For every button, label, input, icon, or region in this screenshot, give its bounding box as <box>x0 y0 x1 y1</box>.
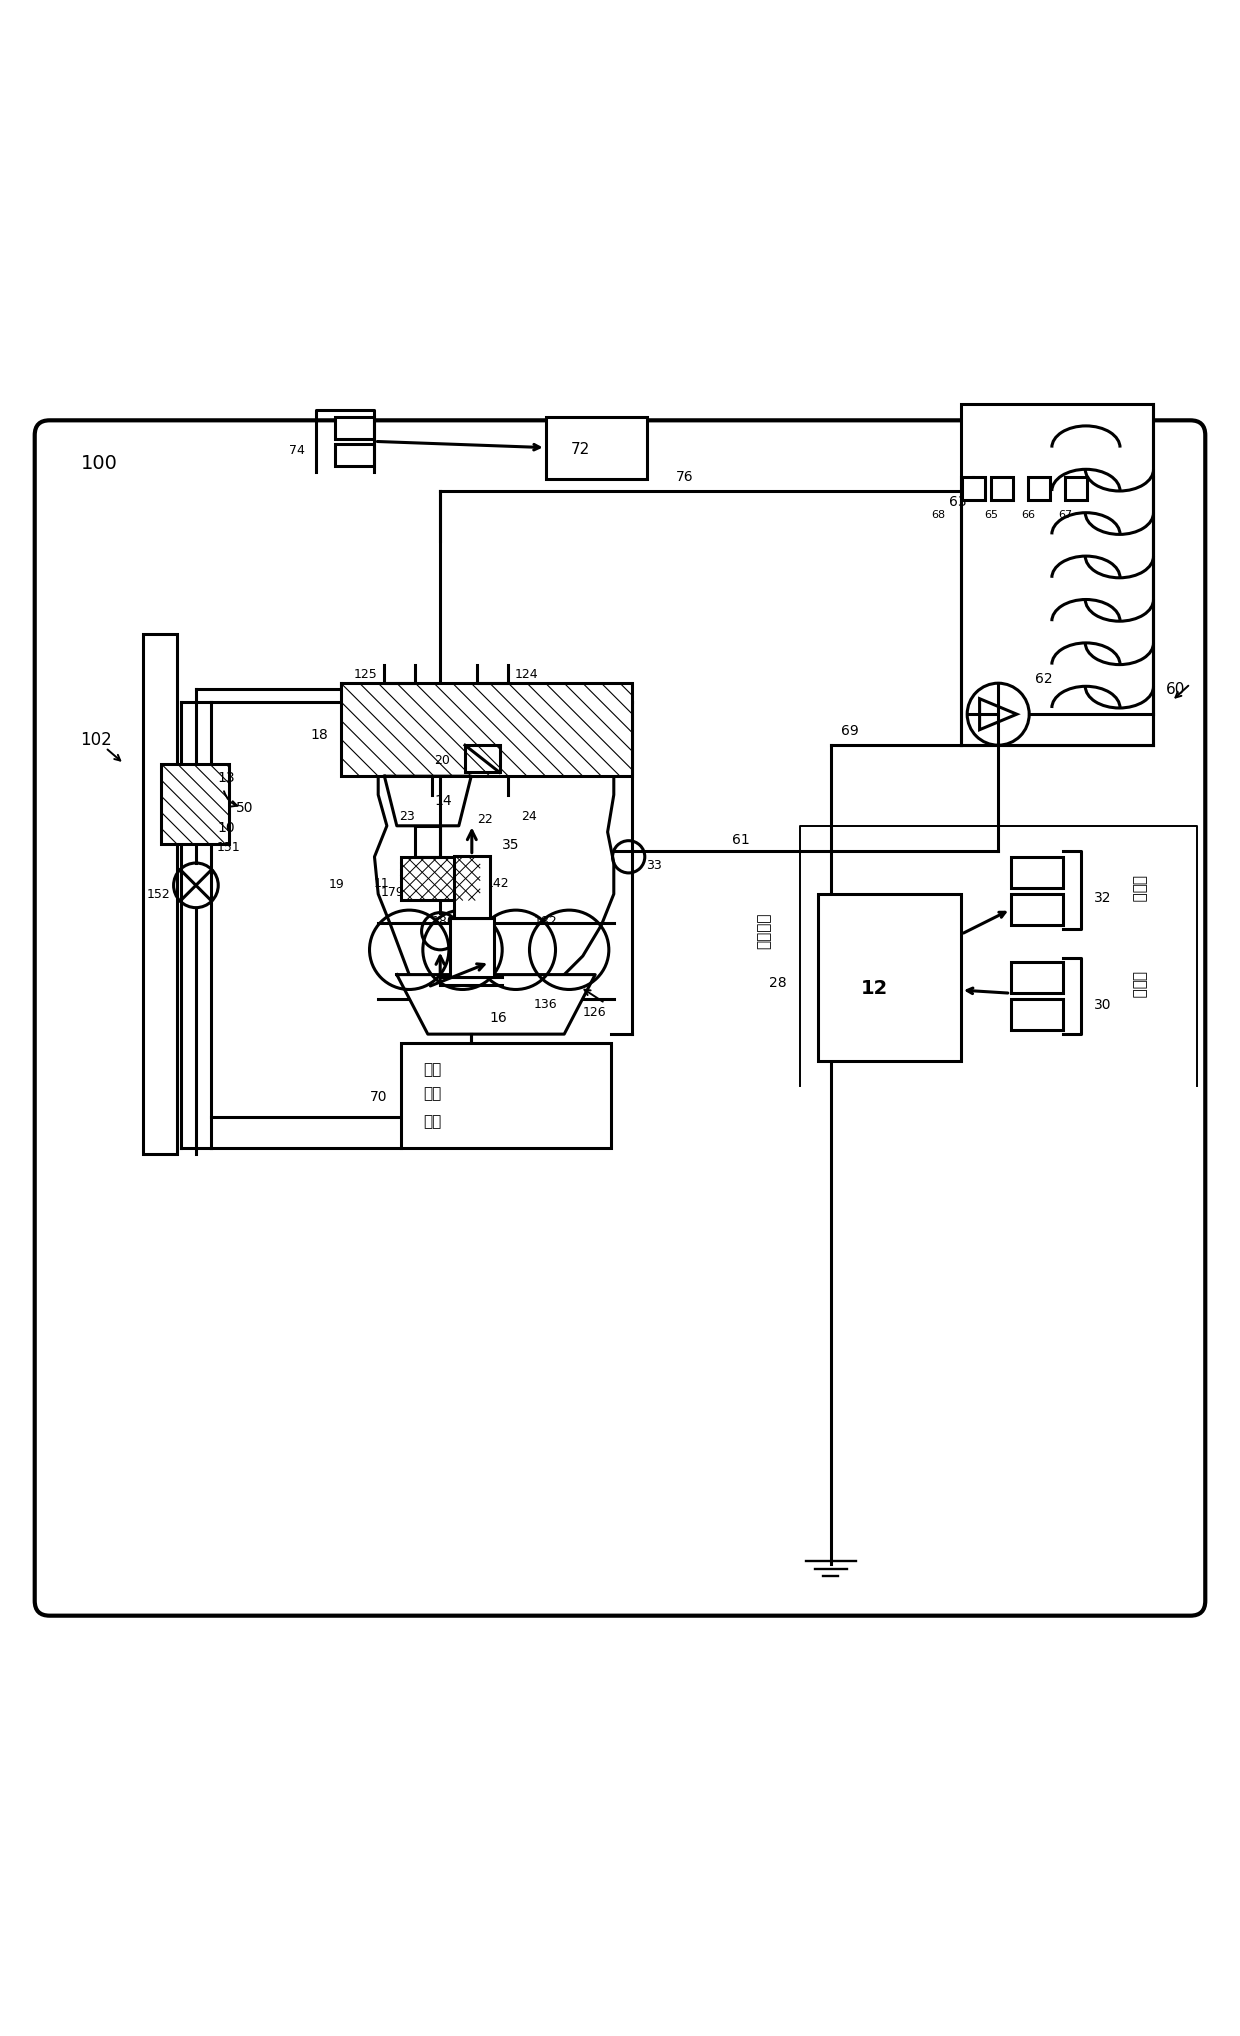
Text: 18: 18 <box>310 729 327 741</box>
Text: 14: 14 <box>434 794 451 808</box>
Text: 62: 62 <box>1035 672 1053 686</box>
Polygon shape <box>384 776 471 827</box>
Text: 30: 30 <box>1094 998 1111 1012</box>
Bar <box>1028 476 1050 499</box>
Text: 28: 28 <box>769 975 786 989</box>
Text: 182: 182 <box>533 914 557 928</box>
Bar <box>341 684 632 776</box>
Bar <box>1011 857 1063 888</box>
Text: 33: 33 <box>646 859 662 871</box>
Text: 12: 12 <box>861 979 888 998</box>
Text: 63: 63 <box>949 495 966 509</box>
Bar <box>961 405 1153 745</box>
Text: 致动器: 致动器 <box>1131 875 1146 902</box>
Bar <box>454 855 490 918</box>
Text: 65: 65 <box>985 511 998 521</box>
Text: 50: 50 <box>236 800 253 814</box>
Text: 13: 13 <box>217 772 234 786</box>
Text: 16: 16 <box>490 1010 507 1024</box>
Text: 控制: 控制 <box>423 1087 441 1101</box>
Text: 61: 61 <box>732 833 749 847</box>
Text: 74: 74 <box>289 444 305 456</box>
Text: 68: 68 <box>931 511 945 521</box>
Text: 20: 20 <box>434 753 450 768</box>
Text: 179: 179 <box>381 886 404 900</box>
Text: 控制系统: 控制系统 <box>756 912 771 949</box>
Bar <box>818 894 961 1061</box>
Text: 67: 67 <box>1059 511 1073 521</box>
Text: 11: 11 <box>373 878 389 890</box>
Bar <box>335 417 374 440</box>
Bar <box>161 764 229 845</box>
FancyBboxPatch shape <box>35 419 1205 1617</box>
Text: 32: 32 <box>1094 892 1111 906</box>
Bar <box>1065 476 1087 499</box>
Text: 排放: 排放 <box>423 1063 441 1077</box>
Text: 35: 35 <box>502 839 520 853</box>
Text: 180: 180 <box>432 914 455 928</box>
Text: 10: 10 <box>217 821 234 835</box>
Text: 19: 19 <box>329 878 345 892</box>
Bar <box>1011 894 1063 924</box>
Bar <box>401 857 480 900</box>
Text: 76: 76 <box>676 470 693 485</box>
Text: 100: 100 <box>81 454 118 472</box>
Text: 151: 151 <box>217 841 241 853</box>
Text: 60: 60 <box>1166 682 1185 696</box>
Polygon shape <box>397 975 595 1034</box>
Text: 72: 72 <box>570 442 590 456</box>
Bar <box>962 476 985 499</box>
Text: 24: 24 <box>521 810 537 823</box>
Text: 22: 22 <box>477 812 494 827</box>
Text: 125: 125 <box>353 668 377 680</box>
Text: 传感器: 传感器 <box>1131 971 1146 998</box>
Text: 124: 124 <box>515 668 538 680</box>
Text: 23: 23 <box>399 810 415 823</box>
Bar <box>335 444 374 466</box>
Bar <box>1011 1000 1063 1030</box>
Text: 装置: 装置 <box>423 1114 441 1128</box>
Bar <box>546 417 647 478</box>
Text: 70: 70 <box>370 1089 387 1104</box>
Text: 102: 102 <box>81 731 113 749</box>
Bar <box>401 1042 611 1148</box>
Text: 152: 152 <box>146 888 170 900</box>
Text: 66: 66 <box>1022 511 1035 521</box>
Text: 126: 126 <box>583 1006 606 1018</box>
Bar <box>143 633 177 1154</box>
Bar <box>1011 963 1063 994</box>
Bar <box>991 476 1013 499</box>
Text: 136: 136 <box>533 998 557 1012</box>
Bar <box>450 918 494 977</box>
Bar <box>465 745 500 772</box>
Text: 69: 69 <box>841 725 858 739</box>
Text: 142: 142 <box>486 878 510 890</box>
